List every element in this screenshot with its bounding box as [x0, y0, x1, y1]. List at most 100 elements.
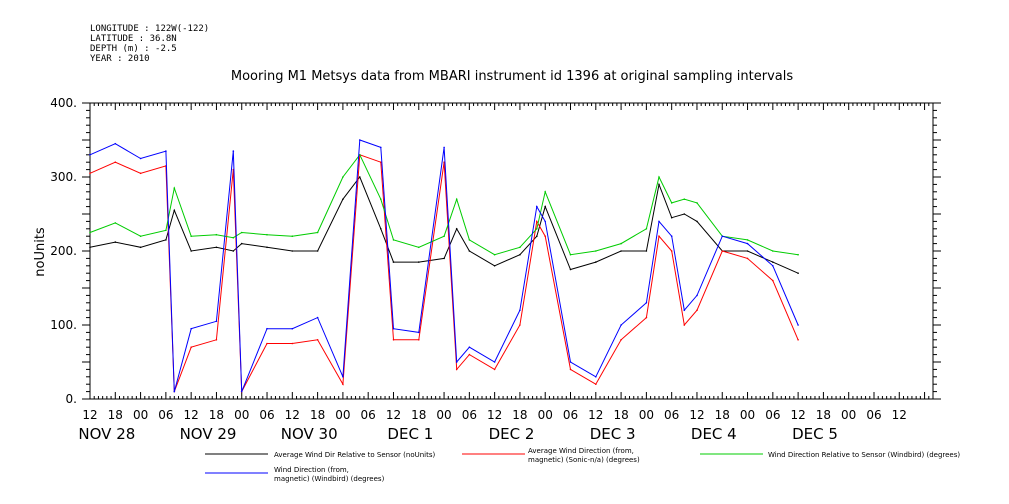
x-tick-label: 12 — [386, 408, 401, 422]
series-2-point — [746, 257, 749, 260]
series-2-point — [544, 235, 546, 237]
x-tick-label: 12 — [892, 408, 907, 422]
series-4-point — [746, 242, 749, 245]
series-2-point — [696, 309, 698, 312]
series-2-point — [658, 235, 660, 237]
x-tick-labels: 12 18 00 06 12 18 00 06 12 18 00 06 12 18 00 06 12 18 00 06… — [82, 408, 907, 422]
series-4-point — [569, 361, 572, 363]
x-tick-label: 00 — [234, 408, 249, 422]
series-3-point — [772, 250, 774, 252]
series-line-2 — [89, 154, 799, 394]
series-1-point — [620, 250, 622, 252]
series-3-point — [670, 202, 673, 204]
date-label: DEC 5 — [792, 425, 838, 443]
series-4-point — [721, 235, 724, 237]
series-1-point — [89, 246, 91, 249]
series-1-point — [392, 261, 395, 263]
series-1-point — [797, 272, 799, 275]
series-1-point — [544, 205, 546, 208]
series-4-point — [595, 376, 597, 378]
x-tick-label: 00 — [639, 408, 654, 422]
year-label: YEAR : 2010 — [90, 54, 150, 64]
series-4-point — [342, 376, 344, 378]
x-tick-label: 00 — [740, 408, 755, 422]
series-4-point — [455, 361, 458, 363]
y-tick-label: 300. — [50, 170, 77, 184]
series-1-point — [232, 250, 235, 252]
series-1-point — [746, 250, 749, 252]
series-2-point — [455, 368, 458, 371]
x-tick-label: 18 — [310, 408, 325, 422]
series-2-point — [266, 342, 268, 345]
series-3-point — [797, 253, 799, 256]
series-3-point — [569, 253, 572, 256]
series-3-point — [620, 242, 622, 245]
series-2-point — [215, 339, 218, 341]
series-line-3 — [89, 153, 799, 256]
series-3-point — [468, 239, 471, 241]
date-label: DEC 2 — [489, 425, 535, 443]
series-3-point — [342, 176, 344, 178]
series-4-point — [316, 316, 319, 319]
series-2-point — [114, 161, 117, 163]
x-tick-label: 06 — [866, 408, 881, 422]
legend-label-series-3: Wind Direction Relative to Sensor (Windb… — [768, 451, 960, 459]
x-tick-label: 18 — [715, 408, 730, 422]
x-tick-label: 00 — [841, 408, 856, 422]
series-2-point — [536, 220, 538, 223]
series-3-point — [359, 154, 361, 156]
series-3-point — [266, 233, 268, 236]
series-line-1 — [89, 175, 799, 274]
series-4-point — [443, 146, 445, 149]
date-label: DEC 3 — [590, 425, 636, 443]
x-tick-label: 12 — [285, 408, 300, 422]
series-1-point — [772, 261, 774, 263]
series-3-point — [165, 229, 167, 232]
series-3-point — [139, 235, 142, 237]
series-1-point — [658, 183, 660, 186]
series-3-point — [519, 246, 521, 249]
series-2-point — [595, 383, 597, 386]
series-3-point — [658, 176, 660, 178]
series-layer — [89, 139, 799, 394]
series-2-point — [721, 250, 724, 252]
x-tick-label: 06 — [664, 408, 679, 422]
series-line-4 — [89, 139, 799, 392]
series-3-point — [232, 236, 235, 239]
series-4-point — [173, 390, 176, 393]
series-2-point — [620, 339, 622, 341]
series-3-point — [215, 233, 218, 236]
series-1-point — [190, 250, 192, 252]
series-2-point — [392, 339, 395, 341]
date-label: NOV 28 — [78, 425, 135, 443]
x-tick-label: 18 — [512, 408, 527, 422]
series-3-point — [380, 198, 382, 200]
series-1-point — [380, 228, 382, 230]
x-tick-label: 06 — [158, 408, 173, 422]
series-2-point — [569, 368, 572, 371]
series-1-point — [683, 213, 686, 215]
x-tick-label: 18 — [209, 408, 224, 422]
series-2-point — [468, 353, 471, 356]
date-label: DEC 4 — [691, 425, 737, 443]
series-3-point — [316, 231, 319, 234]
series-4-point — [658, 220, 660, 223]
date-label: NOV 30 — [281, 425, 338, 443]
series-4-point — [380, 146, 382, 149]
series-4-point — [620, 324, 622, 326]
series-3-point — [418, 246, 420, 249]
legend: Average Wind Dir Relative to Sensor (noU… — [205, 447, 960, 483]
x-tick-label: 12 — [689, 408, 704, 422]
series-1-point — [114, 241, 117, 243]
series-4-point — [392, 327, 395, 330]
x-tick-label: 06 — [462, 408, 477, 422]
x-tick-label: 12 — [487, 408, 502, 422]
date-labels: NOV 28 NOV 29 NOV 30 DEC 1 DEC 2 DEC 3 DEC 4 DE… — [78, 425, 837, 443]
series-4-point — [165, 150, 167, 152]
series-3-point — [746, 239, 749, 241]
latitude-label: LATITUDE : 36.8N — [90, 34, 177, 44]
series-1-point — [418, 261, 420, 263]
series-1-point — [291, 250, 294, 252]
series-1-point — [266, 246, 268, 249]
